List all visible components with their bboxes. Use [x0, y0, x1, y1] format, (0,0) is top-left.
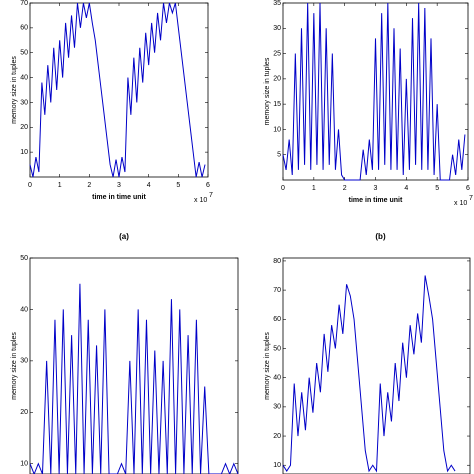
y-tick-label: 20	[273, 76, 281, 83]
x-tick-label: 0	[28, 182, 32, 189]
y-tick-label: 5	[277, 152, 281, 159]
y-tick-label: 30	[20, 99, 28, 106]
y-tick-label: 40	[273, 375, 281, 382]
y-tick-label: 40	[20, 74, 28, 81]
y-axis-label: memory size in tuples	[11, 56, 18, 124]
x-multiplier: x 10	[194, 197, 207, 204]
x-tick-label: 0	[281, 185, 285, 192]
y-tick-label: 10	[273, 126, 281, 133]
y-tick-label: 20	[273, 433, 281, 440]
y-tick-label: 20	[20, 124, 28, 131]
y-tick-label: 30	[20, 358, 28, 365]
y-axis-label: memory size in tuples	[11, 332, 18, 400]
y-axis-label: memory size in tuples	[264, 332, 271, 400]
x-tick-label: 5	[176, 182, 180, 189]
x-tick-label: 1	[312, 185, 316, 192]
y-tick-label: 60	[20, 25, 28, 32]
y-tick-label: 25	[273, 50, 281, 57]
x-multiplier-exp: 7	[469, 195, 473, 202]
y-tick-label: 20	[20, 409, 28, 416]
y-tick-label: 50	[273, 345, 281, 352]
x-tick-label: 3	[374, 185, 378, 192]
data-line	[282, 2, 466, 181]
data-line	[29, 283, 239, 474]
plot-area	[29, 257, 239, 474]
y-tick-label: 50	[20, 50, 28, 57]
y-tick-label: 40	[20, 306, 28, 313]
x-tick-label: 6	[206, 182, 210, 189]
x-multiplier-exp: 7	[209, 192, 213, 199]
y-tick-label: 15	[273, 101, 281, 108]
y-tick-label: 30	[273, 25, 281, 32]
x-tick-label: 4	[147, 182, 151, 189]
y-tick-label: 70	[273, 287, 281, 294]
panel-label: (b)	[375, 232, 386, 241]
y-tick-label: 10	[20, 461, 28, 468]
y-tick-label: 10	[273, 462, 281, 469]
y-tick-label: 10	[20, 149, 28, 156]
x-axis-label: time in time unit	[349, 197, 403, 204]
panel-label: (a)	[119, 232, 129, 241]
x-tick-label: 3	[117, 182, 121, 189]
x-tick-label: 6	[466, 185, 470, 192]
y-tick-label: 80	[273, 258, 281, 265]
y-tick-label: 70	[20, 0, 28, 7]
x-tick-label: 2	[87, 182, 91, 189]
y-tick-label: 30	[273, 404, 281, 411]
data-line	[29, 2, 206, 178]
x-multiplier: x 10	[454, 200, 467, 207]
data-line	[282, 275, 456, 473]
x-tick-label: 5	[435, 185, 439, 192]
y-tick-label: 60	[273, 316, 281, 323]
x-tick-label: 4	[404, 185, 408, 192]
x-tick-label: 2	[343, 185, 347, 192]
y-tick-label: 50	[20, 255, 28, 262]
y-tick-label: 35	[273, 0, 281, 7]
x-tick-label: 1	[58, 182, 62, 189]
x-axis-label: time in time unit	[92, 194, 146, 201]
plot-area	[282, 257, 471, 474]
y-axis-label: memory size in tuples	[264, 57, 271, 125]
